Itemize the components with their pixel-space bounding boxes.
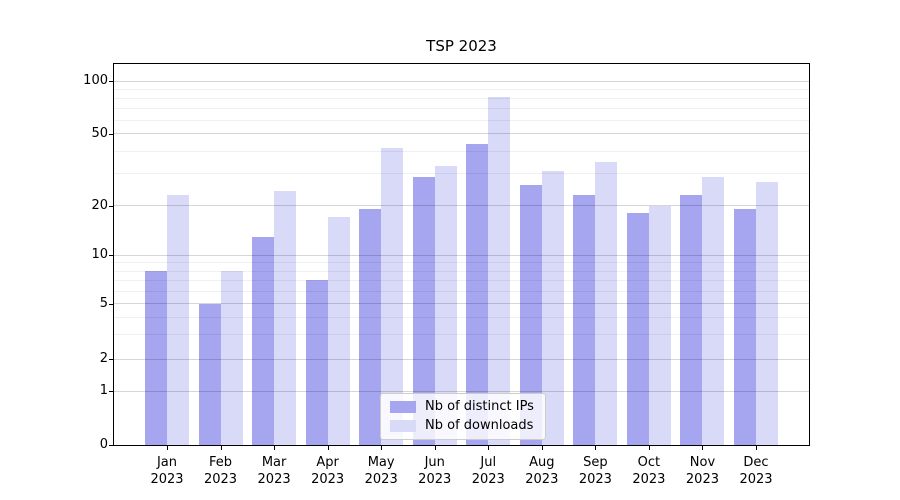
bar-downloads: [274, 191, 297, 445]
bar-downloads: [381, 147, 404, 445]
y-axis-tick-mark: [109, 303, 113, 305]
bar-downloads: [702, 176, 725, 445]
x-axis-tick-label: Sep 2023: [578, 455, 612, 487]
x-axis-tick-mark: [381, 446, 383, 450]
y-axis-tick-label: 2: [99, 351, 108, 366]
y-axis-tick-mark: [109, 391, 113, 392]
grid-line-minor: [114, 316, 809, 318]
legend-label-distinct-ips: Nb of distinct IPs: [425, 399, 534, 414]
legend: Nb of distinct IPs Nb of downloads: [380, 393, 546, 440]
x-axis-tick-mark: [167, 446, 168, 450]
plot-area: TSP 2023 0 1 2 5 10 20 50 100 Jan 2023 Feb 2023 Mar…: [83, 37, 810, 487]
y-axis-tick-label: 5: [99, 295, 108, 311]
x-axis-tick-label: Apr 2023: [311, 455, 345, 487]
y-axis-tick-mark: [109, 359, 113, 360]
grid-line-minor: [114, 150, 809, 152]
grid-line-major: [114, 358, 809, 360]
grid-line-minor: [114, 270, 809, 272]
x-axis-tick-label: Aug 2023: [525, 455, 559, 487]
bar-distinct-ips: [412, 176, 435, 445]
x-axis-tick-label: Feb 2023: [203, 455, 238, 487]
x-axis-tick-label: Mar 2023: [257, 455, 291, 487]
bar-downloads: [220, 271, 243, 445]
grid-line-minor: [114, 119, 809, 121]
y-axis-tick-mark: [109, 255, 113, 257]
bar-distinct-ips: [626, 213, 649, 445]
grid-line-major: [114, 133, 809, 135]
bar-downloads: [595, 161, 618, 445]
grid-line-minor: [114, 108, 809, 109]
x-axis-tick-mark: [702, 446, 704, 450]
grid-line-major: [114, 390, 809, 392]
bar-downloads: [167, 194, 189, 445]
y-axis-tick-label: 50: [91, 125, 108, 141]
y-axis-tick-mark: [109, 445, 113, 446]
legend-label-downloads: Nb of downloads: [425, 418, 534, 433]
legend-entry-distinct-ips: Nb of distinct IPs: [390, 399, 536, 414]
grid-line-major: [114, 254, 809, 256]
bar-downloads: [434, 166, 457, 445]
bar-downloads: [756, 182, 778, 445]
grid-line-minor: [114, 173, 809, 175]
bar-distinct-ips: [252, 236, 275, 445]
grid-line-minor: [114, 290, 809, 292]
bar-distinct-ips: [734, 209, 756, 445]
grid-line-major: [114, 80, 809, 82]
bar-downloads: [488, 96, 511, 445]
x-axis-tick-label: Nov 2023: [685, 455, 719, 487]
grid-line-minor: [114, 88, 809, 90]
bar-distinct-ips: [680, 194, 703, 445]
bar-distinct-ips: [145, 271, 167, 445]
x-axis-tick-label: Jul 2023: [471, 455, 505, 487]
x-axis-tick-mark: [327, 446, 329, 450]
x-axis-tick-label: Jun 2023: [418, 455, 452, 487]
legend-swatch-distinct-ips: [390, 400, 416, 413]
x-axis-tick-label: Dec 2023: [739, 455, 773, 487]
grid-line-major: [114, 303, 809, 305]
y-axis-tick-label: 100: [83, 73, 108, 89]
x-axis-tick-mark: [756, 446, 757, 450]
legend-swatch-downloads: [390, 419, 416, 432]
x-axis-tick-mark: [274, 446, 276, 450]
x-axis-tick-label: May 2023: [364, 455, 398, 487]
chart-title: TSP 2023: [426, 37, 497, 55]
grid-line-minor: [114, 97, 809, 99]
y-axis-tick-mark: [109, 81, 113, 83]
x-axis-tick-mark: [220, 446, 222, 450]
x-axis-tick-label: Oct 2023: [632, 455, 666, 487]
x-axis-tick-mark: [595, 446, 597, 450]
grid-line-major: [114, 205, 809, 206]
y-axis-tick-mark: [109, 133, 113, 135]
x-axis-tick-mark: [488, 446, 490, 450]
bar-distinct-ips: [198, 304, 221, 445]
bar-downloads: [327, 217, 350, 445]
grid-line-minor: [114, 279, 809, 281]
legend-entry-downloads: Nb of downloads: [390, 418, 536, 433]
y-axis-tick-mark: [109, 205, 113, 207]
bar-downloads: [648, 205, 671, 445]
bar-distinct-ips: [466, 143, 489, 445]
y-axis-tick-label: 10: [91, 247, 108, 263]
y-axis-tick-label: 20: [91, 197, 108, 213]
y-axis-tick-label: 0: [99, 437, 108, 452]
grid-line-minor: [114, 262, 809, 264]
bar-distinct-ips: [519, 185, 542, 445]
x-axis-tick-label: Jan 2023: [150, 455, 184, 487]
bar-downloads: [541, 171, 564, 445]
x-axis-tick-mark: [541, 446, 543, 450]
bar-distinct-ips: [305, 280, 328, 445]
grid-line-minor: [114, 334, 809, 336]
y-axis-tick-label: 1: [99, 383, 108, 398]
bar-distinct-ips: [359, 209, 382, 445]
x-axis-tick-mark: [434, 446, 436, 450]
bar-distinct-ips: [573, 194, 596, 445]
x-axis-tick-mark: [648, 446, 650, 450]
